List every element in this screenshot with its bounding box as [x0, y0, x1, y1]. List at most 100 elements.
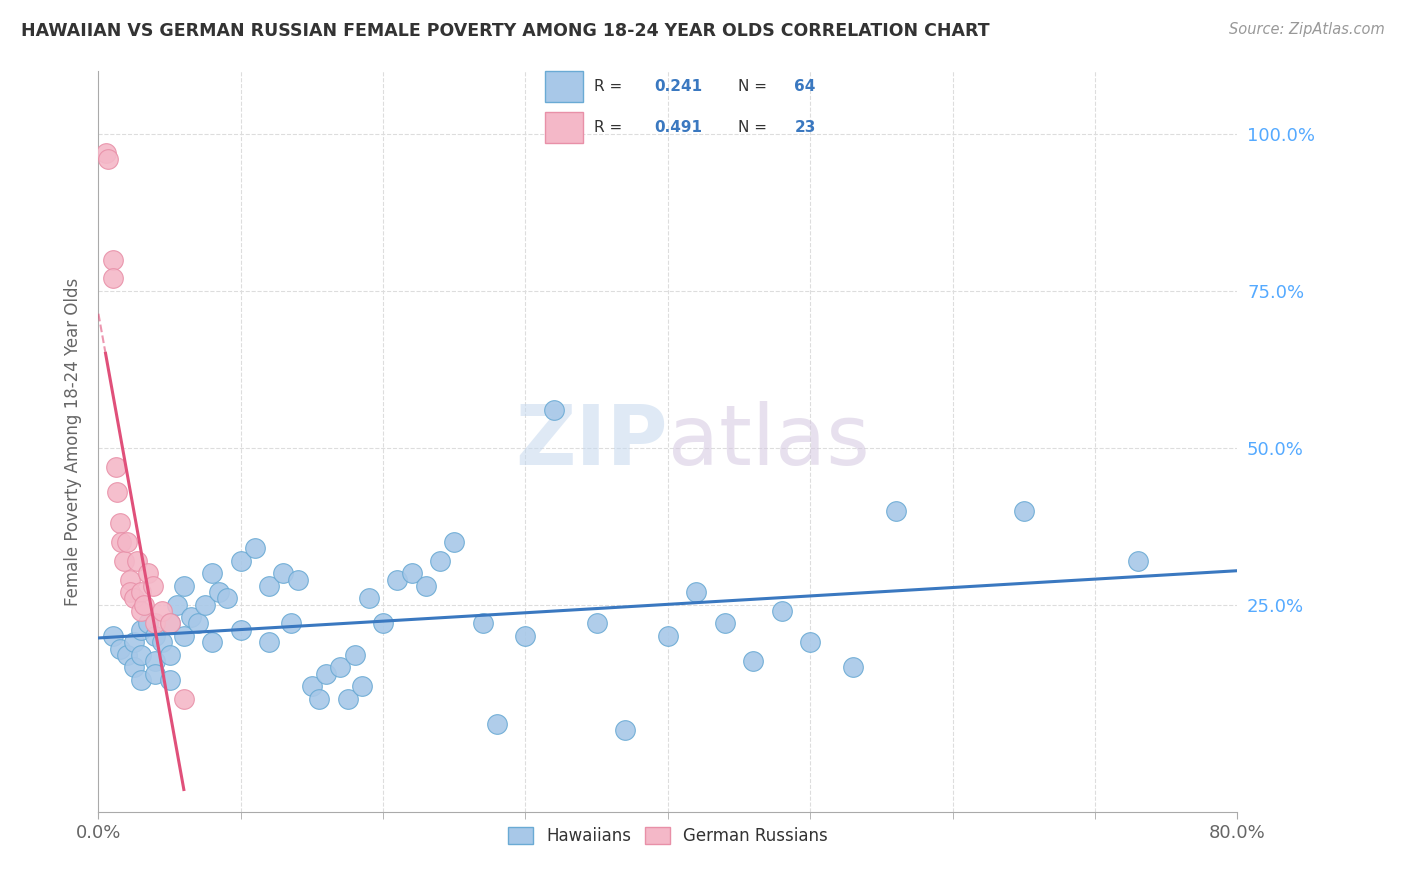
Point	[329, 660, 352, 674]
Point	[657, 629, 679, 643]
Point	[401, 566, 423, 581]
Point	[287, 573, 309, 587]
Point	[159, 673, 181, 687]
Point	[201, 566, 224, 581]
Point	[280, 616, 302, 631]
Point	[799, 635, 821, 649]
Point	[842, 660, 865, 674]
Point	[159, 616, 181, 631]
Point	[115, 535, 138, 549]
Point	[159, 616, 181, 631]
Point	[770, 604, 793, 618]
Point	[105, 484, 128, 499]
Text: R =: R =	[593, 79, 627, 94]
Point	[357, 591, 380, 606]
Point	[685, 585, 707, 599]
FancyBboxPatch shape	[544, 71, 583, 102]
Point	[173, 629, 195, 643]
Point	[229, 623, 252, 637]
Point	[101, 271, 124, 285]
FancyBboxPatch shape	[544, 112, 583, 143]
Text: Source: ZipAtlas.com: Source: ZipAtlas.com	[1229, 22, 1385, 37]
Point	[94, 145, 117, 160]
Point	[104, 459, 127, 474]
Point	[315, 666, 337, 681]
Y-axis label: Female Poverty Among 18-24 Year Olds: Female Poverty Among 18-24 Year Olds	[63, 277, 82, 606]
Text: 0.491: 0.491	[654, 120, 702, 135]
Text: R =: R =	[593, 120, 627, 135]
Point	[141, 579, 163, 593]
Point	[208, 585, 231, 599]
Point	[145, 616, 167, 631]
Point	[471, 616, 494, 631]
Point	[301, 679, 323, 693]
Point	[194, 598, 217, 612]
Point	[108, 516, 131, 530]
Point	[429, 554, 451, 568]
Point	[187, 616, 209, 631]
Text: ZIP: ZIP	[516, 401, 668, 482]
Point	[486, 717, 509, 731]
Point	[387, 573, 409, 587]
Point	[714, 616, 737, 631]
Point	[180, 610, 202, 624]
Point	[273, 566, 295, 581]
Point	[201, 635, 224, 649]
Point	[614, 723, 637, 738]
Point	[118, 573, 141, 587]
Text: HAWAIIAN VS GERMAN RUSSIAN FEMALE POVERTY AMONG 18-24 YEAR OLDS CORRELATION CHAR: HAWAIIAN VS GERMAN RUSSIAN FEMALE POVERT…	[21, 22, 990, 40]
Text: N =: N =	[738, 79, 772, 94]
Point	[101, 252, 124, 267]
Point	[122, 660, 145, 674]
Point	[115, 648, 138, 662]
Point	[159, 648, 181, 662]
Point	[118, 585, 141, 599]
Point	[229, 554, 252, 568]
Text: 23: 23	[794, 120, 815, 135]
Point	[136, 566, 159, 581]
Point	[132, 598, 155, 612]
Point	[108, 641, 131, 656]
Point	[152, 635, 174, 649]
Point	[515, 629, 537, 643]
Point	[112, 554, 135, 568]
Point	[215, 591, 238, 606]
Point	[308, 691, 330, 706]
Point	[173, 691, 195, 706]
Point	[336, 691, 359, 706]
Point	[125, 554, 148, 568]
Text: N =: N =	[738, 120, 772, 135]
Point	[152, 604, 174, 618]
Point	[145, 629, 167, 643]
Point	[243, 541, 266, 556]
Point	[884, 503, 907, 517]
Point	[145, 666, 167, 681]
Point	[415, 579, 437, 593]
Point	[110, 535, 132, 549]
Point	[129, 623, 152, 637]
Point	[129, 604, 152, 618]
Point	[1126, 554, 1149, 568]
Legend: Hawaiians, German Russians: Hawaiians, German Russians	[502, 820, 834, 852]
Point	[129, 673, 152, 687]
Point	[145, 654, 167, 668]
Point	[101, 629, 124, 643]
Point	[350, 679, 373, 693]
Point	[166, 598, 188, 612]
Point	[173, 579, 195, 593]
Point	[122, 591, 145, 606]
Point	[259, 635, 281, 649]
Text: 0.241: 0.241	[654, 79, 702, 94]
Point	[373, 616, 395, 631]
Point	[443, 535, 465, 549]
Point	[136, 616, 159, 631]
Point	[585, 616, 607, 631]
Point	[1012, 503, 1035, 517]
Text: atlas: atlas	[668, 401, 869, 482]
Point	[129, 648, 152, 662]
Text: 64: 64	[794, 79, 815, 94]
Point	[97, 152, 120, 166]
Point	[129, 585, 152, 599]
Point	[343, 648, 366, 662]
Point	[543, 403, 565, 417]
